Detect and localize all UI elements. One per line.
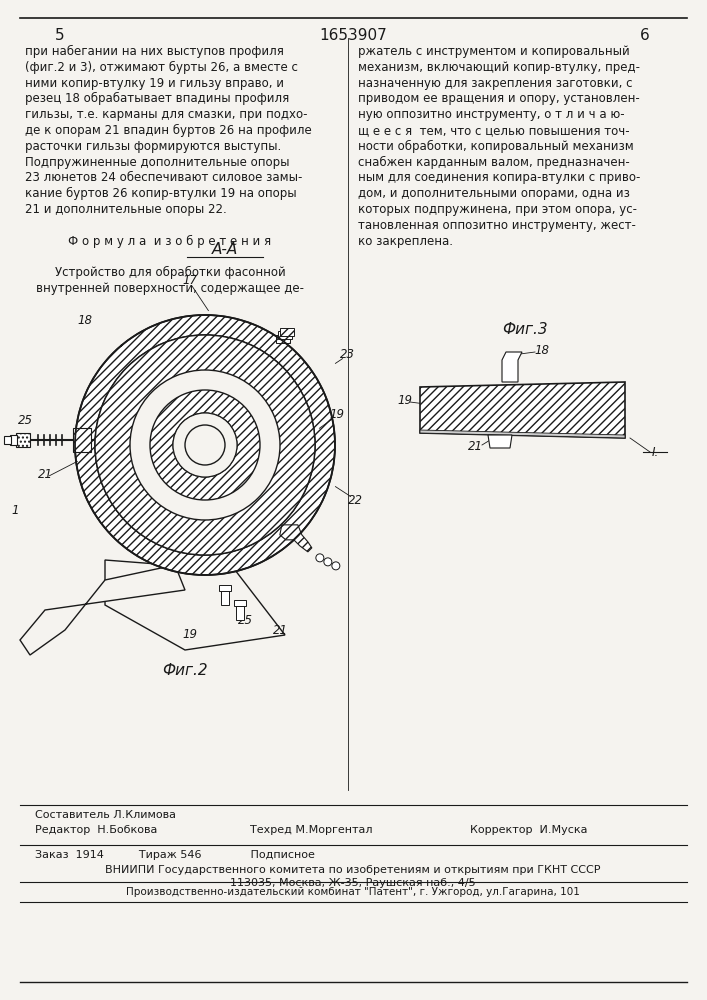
Bar — [73, 428, 91, 452]
Bar — [219, 585, 231, 591]
Text: Техред М.Моргентал: Техред М.Моргентал — [250, 825, 373, 835]
Circle shape — [316, 554, 324, 562]
Text: A-A: A-A — [212, 242, 238, 257]
Bar — [16, 433, 30, 447]
Text: Фиг.3: Фиг.3 — [502, 322, 548, 337]
Text: 22: 22 — [348, 493, 363, 506]
Wedge shape — [150, 390, 260, 500]
Circle shape — [324, 558, 332, 566]
Circle shape — [332, 562, 340, 570]
Polygon shape — [502, 352, 522, 382]
Text: Редактор  Н.Бобкова: Редактор Н.Бобкова — [35, 825, 158, 835]
Polygon shape — [420, 382, 625, 438]
Text: 21: 21 — [272, 624, 288, 637]
Text: 25: 25 — [238, 613, 252, 626]
Polygon shape — [105, 560, 285, 650]
Text: 21: 21 — [37, 468, 52, 482]
Text: ВНИИПИ Государственного комитета по изобретениям и открытиям при ГКНТ СССР: ВНИИПИ Государственного комитета по изоб… — [105, 865, 601, 875]
Text: расточки гильзы формируются выступы.: расточки гильзы формируются выступы. — [25, 140, 281, 153]
Text: которых подпружинена, при этом опора, ус-: которых подпружинена, при этом опора, ус… — [358, 203, 637, 216]
Text: снабжен карданным валом, предназначен-: снабжен карданным валом, предназначен- — [358, 156, 630, 169]
Text: 113035, Москва, Ж-35, Раушская наб., 4/5: 113035, Москва, Ж-35, Раушская наб., 4/5 — [230, 878, 476, 888]
Text: 23 люнетов 24 обеспечивают силовое замы-: 23 люнетов 24 обеспечивают силовое замы- — [25, 171, 303, 184]
Text: I.: I. — [651, 446, 659, 460]
Polygon shape — [280, 525, 312, 552]
Text: 21: 21 — [467, 440, 482, 452]
Text: ними копир-втулку 19 и гильзу вправо, и: ними копир-втулку 19 и гильзу вправо, и — [25, 77, 284, 90]
Circle shape — [185, 425, 225, 465]
Text: Заказ  1914          Тираж 546              Подписное: Заказ 1914 Тираж 546 Подписное — [35, 850, 315, 860]
Text: 18: 18 — [534, 344, 549, 357]
Text: де к опорам 21 впадин буртов 26 на профиле: де к опорам 21 впадин буртов 26 на профи… — [25, 124, 312, 137]
Text: 1653907: 1653907 — [319, 28, 387, 43]
Text: приводом ее вращения и опору, установлен-: приводом ее вращения и опору, установлен… — [358, 92, 640, 105]
Bar — [4, 436, 11, 444]
Text: 23: 23 — [339, 349, 354, 361]
Text: 5: 5 — [55, 28, 65, 43]
Text: 19: 19 — [397, 393, 412, 406]
Text: Ф о р м у л а  и з о б р е т е н и я: Ф о р м у л а и з о б р е т е н и я — [69, 235, 271, 248]
Bar — [278, 331, 292, 339]
Text: механизм, включающий копир-втулку, пред-: механизм, включающий копир-втулку, пред- — [358, 61, 640, 74]
Text: Составитель Л.Климова: Составитель Л.Климова — [35, 810, 176, 820]
Polygon shape — [488, 435, 512, 448]
Bar — [221, 591, 229, 605]
Text: резец 18 обрабатывает впадины профиля: резец 18 обрабатывает впадины профиля — [25, 92, 289, 105]
Bar — [236, 606, 244, 620]
Text: Устройство для обработки фасонной: Устройство для обработки фасонной — [54, 266, 286, 279]
Text: 25: 25 — [18, 414, 33, 426]
Text: 6: 6 — [640, 28, 650, 43]
Bar — [280, 328, 294, 336]
Text: (фиг.2 и 3), отжимают бурты 26, а вместе с: (фиг.2 и 3), отжимают бурты 26, а вместе… — [25, 61, 298, 74]
Text: назначенную для закрепления заготовки, с: назначенную для закрепления заготовки, с — [358, 77, 633, 90]
Polygon shape — [420, 430, 625, 438]
Text: 1: 1 — [11, 504, 19, 516]
Text: ности обработки, копировальный механизм: ности обработки, копировальный механизм — [358, 140, 633, 153]
Text: Производственно-издательский комбинат "Патент", г. Ужгород, ул.Гагарина, 101: Производственно-издательский комбинат "П… — [126, 887, 580, 897]
Text: щ е е с я  тем, что с целью повышения точ-: щ е е с я тем, что с целью повышения точ… — [358, 124, 630, 137]
Wedge shape — [95, 335, 315, 555]
Text: Фиг.2: Фиг.2 — [162, 663, 208, 678]
Text: внутренней поверхности, содержащее де-: внутренней поверхности, содержащее де- — [36, 282, 304, 295]
Text: 21 и дополнительные опоры 22.: 21 и дополнительные опоры 22. — [25, 203, 227, 216]
Bar — [10, 435, 17, 445]
Text: кание буртов 26 копир-втулки 19 на опоры: кание буртов 26 копир-втулки 19 на опоры — [25, 187, 297, 200]
Text: тановленная оппозитно инструменту, жест-: тановленная оппозитно инструменту, жест- — [358, 219, 636, 232]
Text: 18: 18 — [78, 314, 93, 326]
Bar — [276, 335, 290, 343]
Text: 17: 17 — [182, 273, 197, 286]
Text: ную оппозитно инструменту, о т л и ч а ю-: ную оппозитно инструменту, о т л и ч а ю… — [358, 108, 624, 121]
Text: гильзы, т.е. карманы для смазки, при подхо-: гильзы, т.е. карманы для смазки, при под… — [25, 108, 308, 121]
Text: Корректор  И.Муска: Корректор И.Муска — [470, 825, 588, 835]
Wedge shape — [75, 315, 335, 575]
Text: ным для соединения копира-втулки с приво-: ным для соединения копира-втулки с приво… — [358, 171, 641, 184]
Text: 19: 19 — [329, 408, 344, 422]
Bar — [234, 600, 246, 606]
Text: Подпружиненные дополнительные опоры: Подпружиненные дополнительные опоры — [25, 156, 289, 169]
Text: 26: 26 — [288, 458, 303, 472]
Circle shape — [173, 413, 237, 477]
Text: 19: 19 — [182, 629, 197, 642]
Polygon shape — [20, 565, 185, 655]
Text: при набегании на них выступов профиля: при набегании на них выступов профиля — [25, 45, 284, 58]
Text: дом, и дополнительными опорами, одна из: дом, и дополнительными опорами, одна из — [358, 187, 630, 200]
Text: ко закреплена.: ко закреплена. — [358, 235, 453, 248]
Text: ржатель с инструментом и копировальный: ржатель с инструментом и копировальный — [358, 45, 630, 58]
